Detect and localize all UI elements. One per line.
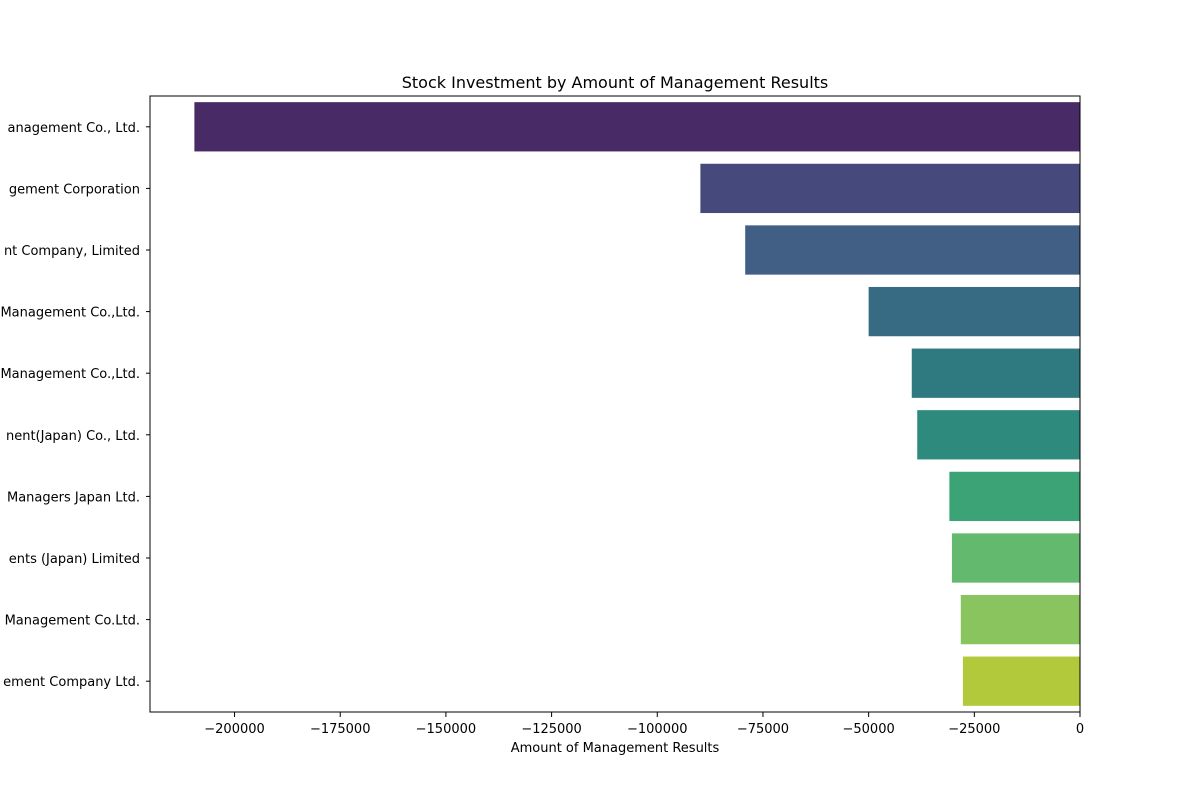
bar-1 [194,102,1081,152]
category-label: Management Co.,Ltd. [0,367,140,382]
x-tick-label: −200000 [204,722,265,737]
category-label: Management Co.Ltd. [5,614,140,629]
bar-9 [960,594,1080,645]
category-label: ents (Japan) Limited [9,552,140,567]
bar-5 [911,348,1080,398]
x-tick-label: −125000 [521,722,582,737]
x-tick-label: −100000 [627,722,688,737]
category-label: ement Company Ltd. [3,675,140,690]
bar-4 [868,286,1080,337]
x-tick-label: −175000 [310,722,371,737]
category-label: gement Corporation [9,182,140,197]
x-tick-label: −25000 [948,722,1000,737]
chart-title: Stock Investment by Amount of Management… [402,73,829,92]
category-labels: anagement Co., Ltd. gement Corporation nt … [0,121,150,690]
bar-2 [700,163,1080,214]
plot-frame [149,95,1081,713]
x-tick-label: −150000 [416,722,477,737]
bars-group [194,102,1081,706]
x-tick-label: −50000 [843,722,895,737]
bar-7 [949,471,1080,522]
x-axis-label: Amount of Management Results [511,741,720,756]
x-axis-ticks: −200000 −175000 −150000 −125000 −100000 −7500… [204,712,1084,737]
bar-6 [917,410,1080,460]
category-label: Management Co.,Ltd. [0,306,140,321]
x-tick-label: −75000 [737,722,789,737]
category-label: Managers Japan Ltd. [7,490,140,505]
bar-10 [962,656,1080,706]
bar-8 [951,533,1080,583]
category-label: nent(Japan) Co., Ltd. [6,429,140,444]
x-tick-label: 0 [1076,722,1084,737]
category-label: nt Company, Limited [4,244,140,259]
category-label: anagement Co., Ltd. [8,121,140,136]
bar-3 [745,225,1080,275]
